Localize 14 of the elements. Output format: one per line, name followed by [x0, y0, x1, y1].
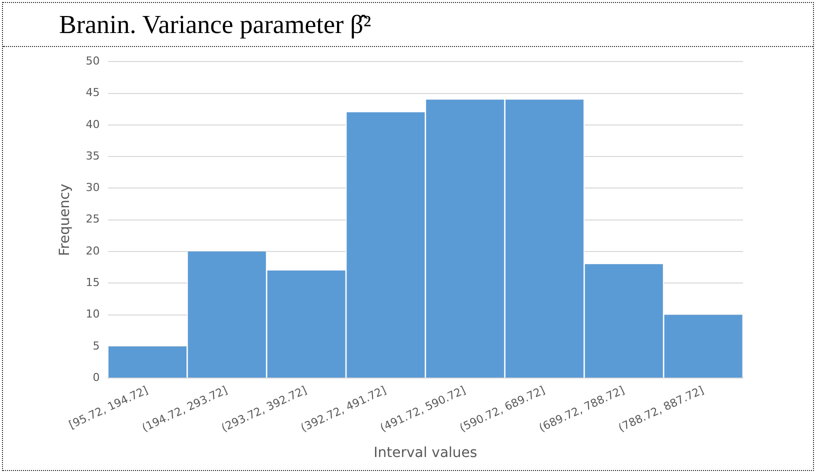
y-tick-label: 40 — [86, 118, 100, 131]
y-tick-label: 50 — [86, 54, 100, 68]
chart-title: Branin. Variance parameter β̂² — [3, 3, 813, 47]
y-tick-label: 30 — [86, 181, 100, 194]
y-axis-title: Frequency — [57, 184, 74, 256]
y-tick-label: 25 — [86, 212, 100, 226]
y-tick-label: 0 — [92, 370, 100, 384]
y-tick-label: 35 — [86, 149, 100, 162]
y-tick-label: 45 — [86, 86, 100, 100]
y-tick-label: 5 — [92, 339, 100, 352]
y-tick-label: 15 — [86, 276, 100, 290]
y-tick-label: 20 — [86, 244, 100, 258]
y-tick-label: 10 — [86, 308, 100, 321]
x-axis-title: Interval values — [374, 445, 478, 462]
